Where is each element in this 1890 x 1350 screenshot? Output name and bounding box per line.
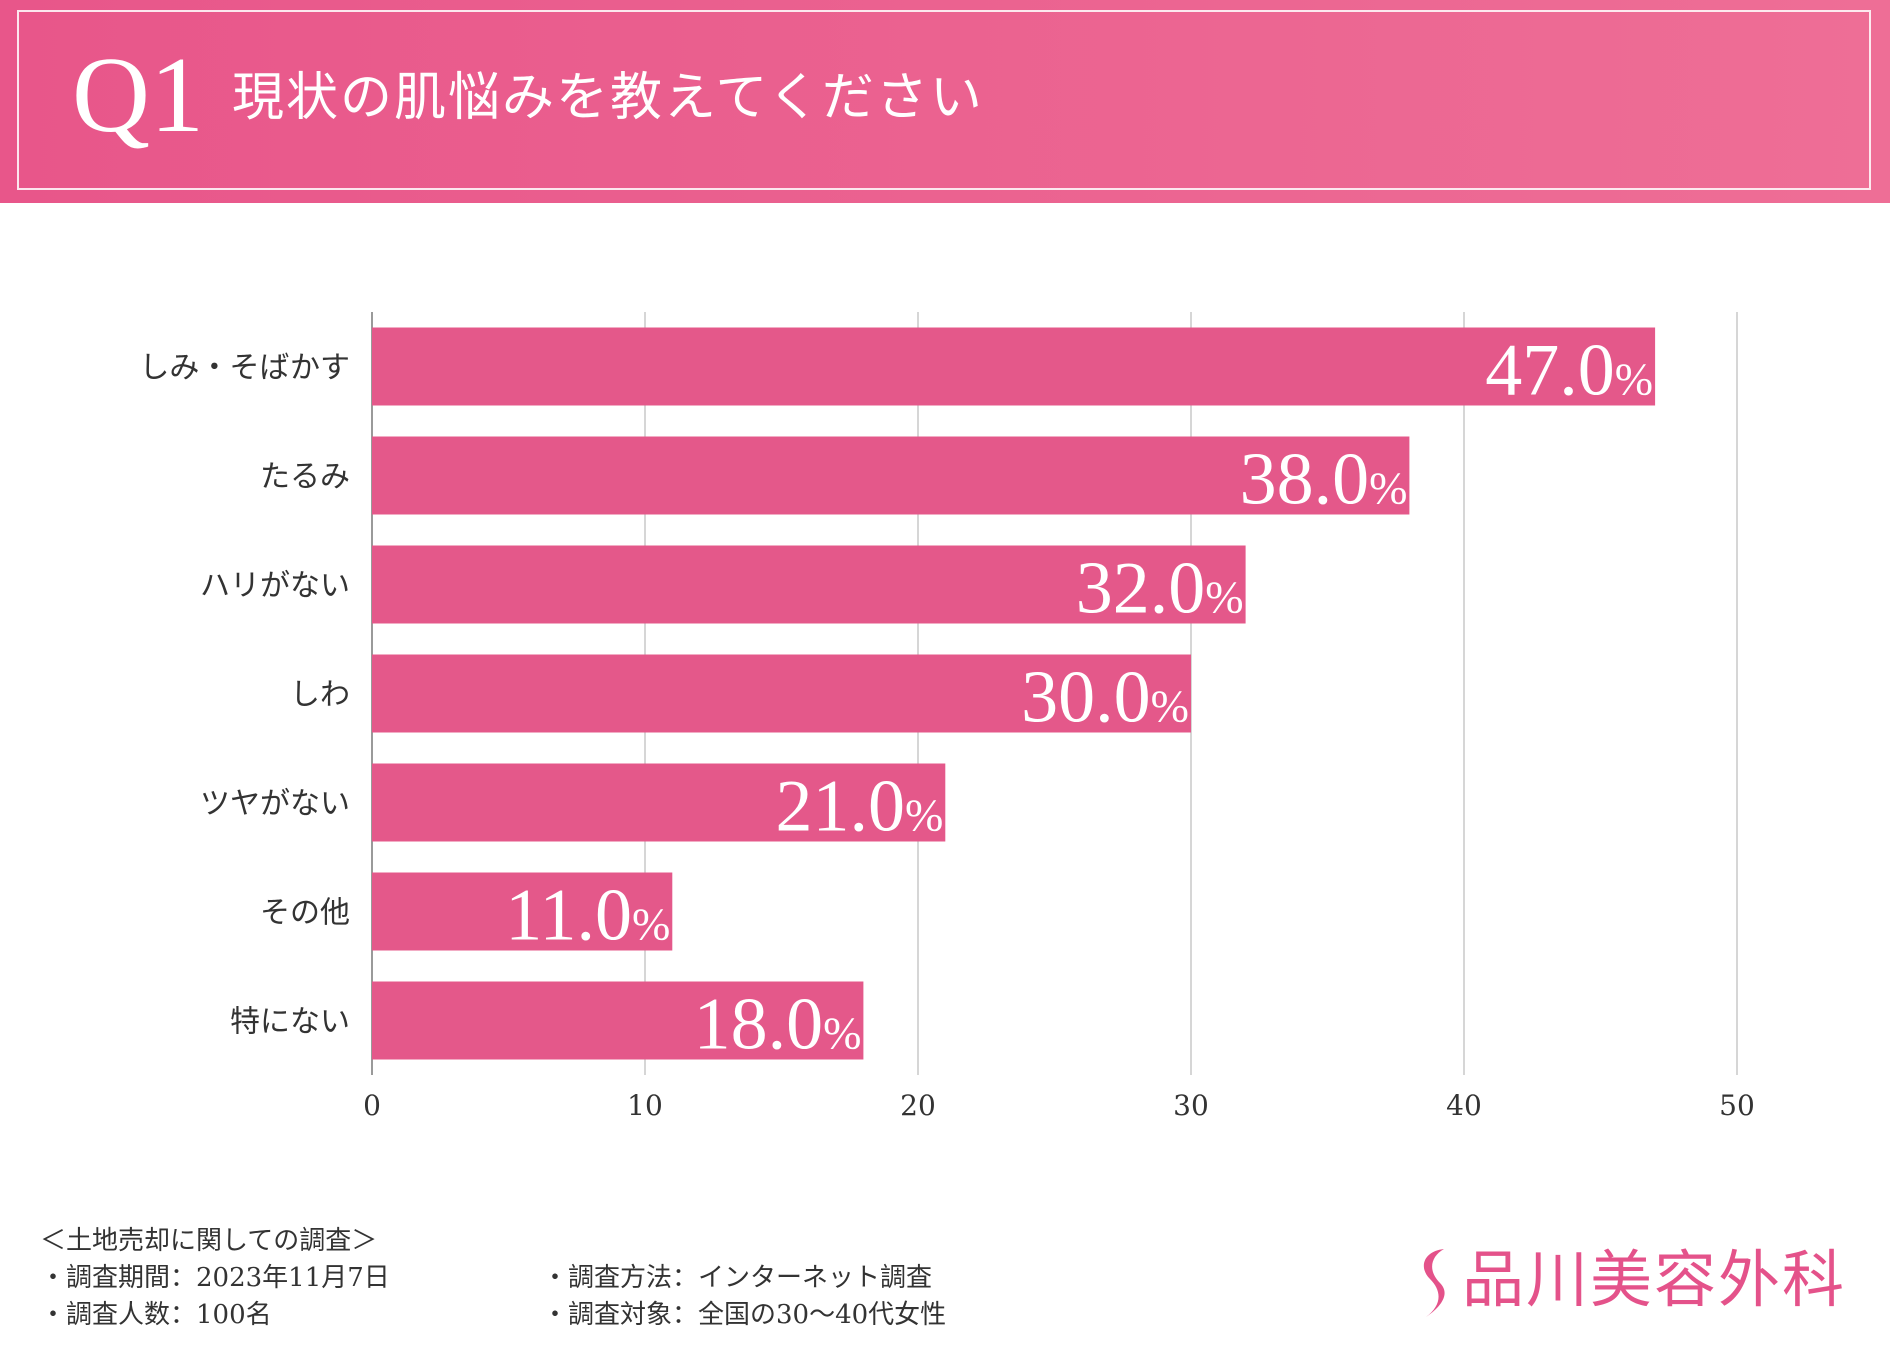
survey-period: ・調査期間：2023年11月7日 — [40, 1263, 390, 1293]
bar-chart: 0 10 20 30 40 50 しみ・そばかす 47.0% たるみ 38.0% ハリがない 32.0… — [139, 312, 1755, 1122]
bar-5 — [372, 872, 673, 951]
x-tick-label: 0 — [363, 1089, 381, 1122]
bar-0 — [372, 327, 1656, 406]
question-title: 現状の肌悩みを教えてください — [232, 68, 984, 128]
question-header: Q1 現状の肌悩みを教えてください — [0, 0, 1890, 203]
survey-respondents: ・調査人数：100名 — [40, 1300, 272, 1330]
bar-3 — [372, 654, 1191, 733]
bar-6 — [372, 981, 864, 1060]
x-tick-label: 50 — [1719, 1089, 1755, 1122]
bar-1 — [372, 436, 1410, 515]
survey-method: ・調査方法：インターネット調査 — [542, 1263, 933, 1293]
category-label: たるみ — [260, 460, 350, 495]
s-swoosh-logo-icon — [1423, 1249, 1445, 1317]
x-tick-label: 20 — [900, 1089, 936, 1122]
category-label: ハリがない — [200, 569, 350, 604]
survey-title: ＜土地売却に関しての調査＞ — [40, 1226, 378, 1256]
data-label: 21.0% — [775, 766, 943, 848]
data-label: 30.0% — [1021, 657, 1189, 739]
header-frame — [17, 10, 1871, 190]
data-label: 38.0% — [1240, 439, 1408, 521]
x-tick-label: 30 — [1173, 1089, 1209, 1122]
category-label: しわ — [290, 678, 350, 713]
survey-target: ・調査対象：全国の30～40代女性 — [542, 1300, 947, 1330]
category-label: しみ・そばかす — [139, 351, 350, 386]
category-label: ツヤがない — [200, 787, 350, 822]
bar-2 — [372, 545, 1246, 624]
question-number: Q1 — [72, 36, 204, 155]
bar-4 — [372, 763, 946, 842]
x-tick-label: 10 — [627, 1089, 663, 1122]
data-label: 47.0% — [1485, 330, 1653, 412]
data-label: 32.0% — [1076, 548, 1244, 630]
logo-text: 品川美容外科 — [1462, 1243, 1847, 1316]
x-tick-label: 40 — [1446, 1089, 1482, 1122]
data-label: 18.0% — [694, 984, 862, 1066]
data-label: 11.0% — [505, 875, 670, 957]
category-label: 特にない — [230, 1005, 350, 1040]
category-label: その他 — [260, 896, 350, 931]
